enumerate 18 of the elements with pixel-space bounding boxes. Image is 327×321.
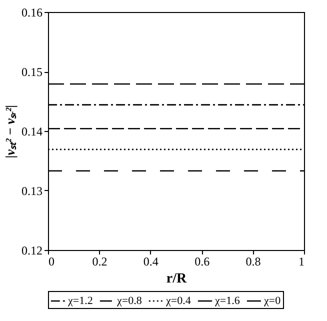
x-tick-label: 0: [48, 254, 54, 268]
x-tick-label: 0.8: [246, 254, 261, 268]
x-tick-label: 1: [298, 254, 304, 268]
y-tick-label: 0.12: [22, 244, 42, 258]
legend-label: χ=0: [263, 295, 282, 307]
y-axis-title: |vₛₜ² − vₛᵣ²|: [2, 104, 18, 158]
x-tick-label: 0.6: [194, 254, 210, 268]
legend-label: χ=0.8: [116, 295, 142, 307]
legend-label: χ=1.6: [214, 295, 240, 307]
x-tick-label: 0.4: [143, 254, 158, 268]
y-tick-label: 0.13: [22, 184, 42, 198]
legend-label: χ=0.4: [165, 295, 192, 307]
y-tick-label: 0.14: [22, 124, 42, 138]
y-tick-label: 0.16: [22, 6, 42, 20]
y-tick-label: 0.15: [22, 65, 42, 79]
legend-label: χ=1.2: [67, 295, 93, 307]
x-axis-title: r/R: [166, 272, 188, 286]
x-tick-label: 0.2: [92, 254, 108, 268]
